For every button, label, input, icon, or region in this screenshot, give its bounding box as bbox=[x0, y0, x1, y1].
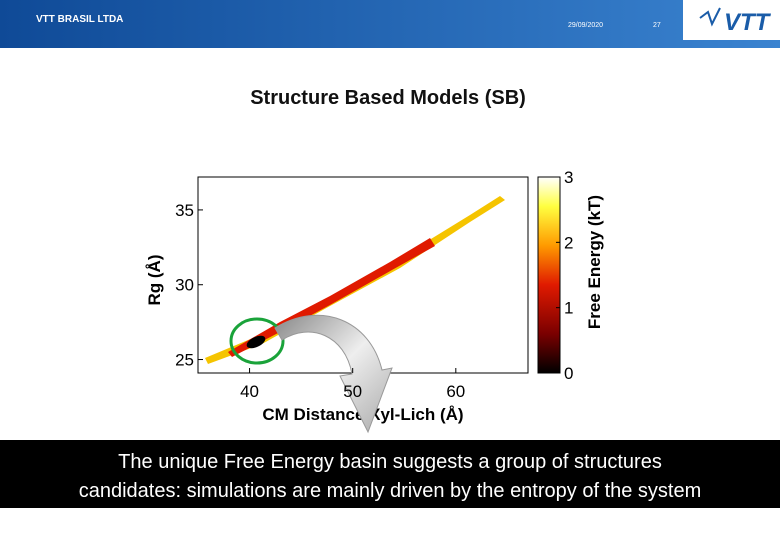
page-number: 27 bbox=[653, 22, 661, 29]
colorbar-tick-label: 0 bbox=[564, 364, 573, 383]
colorbar bbox=[537, 176, 561, 374]
y-axis-label: Rg (Å) bbox=[145, 255, 164, 306]
caption-line: candidates: simulations are mainly drive… bbox=[79, 480, 702, 502]
colorbar-tick-label: 2 bbox=[564, 233, 573, 252]
colorbar-label: Free Energy (kT) bbox=[585, 195, 604, 329]
x-tick-label: 50 bbox=[343, 382, 362, 401]
logo-mark bbox=[699, 7, 721, 27]
org: VTT BRASIL LTDA bbox=[36, 14, 123, 25]
arrow bbox=[274, 314, 393, 434]
logo: VTT bbox=[724, 9, 772, 36]
landscape-outer bbox=[205, 196, 505, 364]
caption-line: The unique Free Energy basin suggests a … bbox=[118, 451, 662, 473]
y-tick-label: 25 bbox=[175, 351, 194, 370]
landscape-basin bbox=[246, 335, 266, 349]
logo-box bbox=[683, 0, 780, 40]
colorbar-tick-label: 3 bbox=[564, 168, 573, 187]
x-tick-label: 40 bbox=[240, 382, 259, 401]
date: 29/09/2020 bbox=[568, 22, 603, 29]
highlight-circle bbox=[229, 317, 285, 365]
y-tick-label: 30 bbox=[175, 276, 194, 295]
caption-box bbox=[0, 440, 780, 508]
plot: Rg (Å) CM Distance Xyl-Lich (Å) Free Ene… bbox=[145, 168, 604, 434]
x-tick-label: 60 bbox=[446, 382, 465, 401]
y-tick-label: 35 bbox=[175, 201, 194, 220]
title: Structure Based Models (SB) bbox=[250, 87, 526, 109]
header-bar bbox=[0, 0, 780, 48]
colorbar-tick-label: 1 bbox=[564, 299, 573, 318]
